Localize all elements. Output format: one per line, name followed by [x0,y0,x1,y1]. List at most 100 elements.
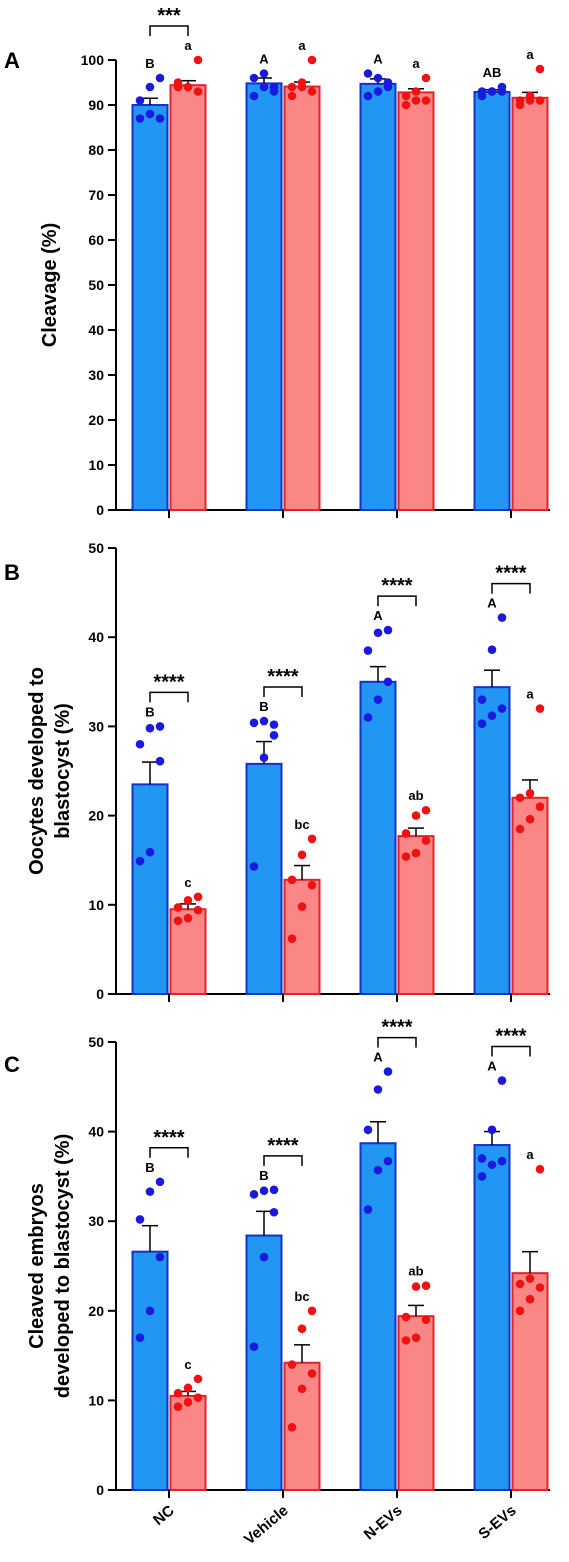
y-tick-label: 60 [88,232,104,248]
significance-bracket [263,686,303,698]
group-letter: a [526,1147,534,1162]
data-point-red [411,848,421,858]
data-point-blue [155,1177,165,1187]
significance-label: **** [381,575,412,597]
y-axis-label: Oocytes developed to blastocyst (%) [26,667,74,875]
data-point-blue [269,1185,279,1195]
data-point-red [421,805,431,815]
significance-label: **** [495,563,526,585]
data-point-blue [363,1205,373,1214]
group-letter: A [259,52,269,67]
data-point-blue [487,87,497,96]
data-point-red [193,905,203,915]
data-point-red [535,802,545,811]
y-tick-label: 50 [88,277,104,293]
data-point-red [307,834,317,844]
y-tick-label: 80 [88,142,104,158]
data-point-red [515,1279,525,1289]
group-letter: A [487,596,497,611]
data-point-blue [477,1172,487,1181]
bar-blue [359,1142,397,1492]
group-letter: B [259,699,268,714]
bar-blue [473,686,511,995]
data-point-blue [259,1186,269,1196]
y-tick-label: 20 [88,808,104,824]
group-letter: AB [483,65,502,80]
significance-bracket [149,1147,189,1158]
data-point-blue [497,1076,507,1085]
data-point-blue [497,613,507,622]
data-point-red [287,91,297,101]
data-point-red [401,852,411,861]
data-point-red [411,96,421,105]
group-letter: a [526,687,534,702]
bar-blue [359,82,397,511]
data-point-red [401,1312,411,1322]
significance-bracket [149,691,189,703]
data-point-red [173,916,183,926]
panel-C: C Cleaved embryos developed to blastocyst … [4,1017,550,1548]
data-point-red [183,1397,193,1407]
bar-blue [245,762,283,996]
bar-red [169,84,207,511]
data-point-blue [259,753,269,762]
y-axis-label-line: blastocyst (%) [52,703,74,839]
y-tick-label: 30 [88,367,104,383]
data-point-blue [145,82,155,92]
data-point-blue [383,82,393,92]
data-point-blue [259,82,269,92]
data-point-blue [383,677,393,687]
y-tick-label: 70 [88,187,104,203]
data-point-red [421,1315,431,1325]
data-point-blue [145,847,155,857]
data-point-red [193,892,203,902]
bar-blue [131,783,169,995]
data-point-blue [373,1085,383,1094]
group-letter: B [145,1160,154,1175]
bar-blue [245,1234,283,1492]
data-point-red [515,96,525,105]
data-point-red [515,1306,525,1316]
data-point-red [287,82,297,92]
group-letter: c [184,875,191,890]
data-point-blue [259,1252,269,1262]
data-point-red [297,850,307,860]
y-tick-label: 10 [88,1392,104,1408]
data-point-red [173,1402,183,1411]
bar-red [397,835,435,996]
y-tick-label: 30 [88,1213,104,1229]
data-point-red [421,96,431,105]
data-point-red [193,87,203,96]
data-point-blue [135,114,145,123]
data-point-blue [145,109,155,119]
data-point-blue [145,723,155,733]
panel-letter: B [4,560,20,585]
y-tick-label: 0 [96,502,104,518]
data-point-red [535,96,545,105]
group-letter: B [145,704,154,719]
data-point-red [193,55,203,65]
significance-bracket [263,1155,303,1166]
data-point-blue [269,731,279,740]
data-point-blue [155,722,165,731]
data-point-blue [249,91,259,101]
y-tick-label: 50 [88,1034,104,1050]
data-point-blue [497,82,507,92]
data-point-blue [373,87,383,96]
data-point-blue [155,73,165,83]
data-point-blue [135,739,145,749]
data-point-blue [373,1165,383,1175]
group-letter: A [373,1050,383,1065]
data-point-blue [269,720,279,729]
data-point-blue [269,1207,279,1217]
group-letter: A [373,608,383,623]
data-point-red [287,1360,297,1369]
data-point-red [421,1281,431,1291]
significance-label: **** [495,1026,526,1048]
group-letter: c [184,1357,191,1372]
bar-blue [473,90,511,511]
y-axis-label-line: developed to blastocyst (%) [52,1134,74,1399]
group-letter: ab [408,1264,423,1279]
data-point-blue [487,1160,497,1170]
data-point-red [183,82,193,92]
